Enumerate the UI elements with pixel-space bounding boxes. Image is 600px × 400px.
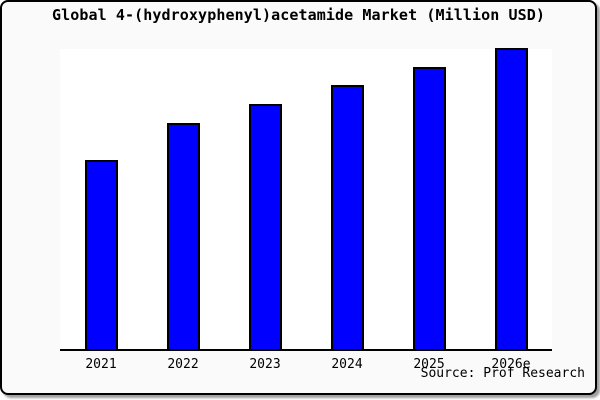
plot-area bbox=[60, 48, 552, 351]
x-label-2022: 2022 bbox=[167, 357, 199, 372]
source-note: Source: Prof Research bbox=[420, 366, 585, 381]
chart-title: Global 4-(hydroxyphenyl)acetamide Market… bbox=[51, 6, 546, 24]
bar-2021 bbox=[85, 160, 118, 349]
bar-2024 bbox=[331, 85, 364, 349]
x-label-2024: 2024 bbox=[331, 357, 363, 372]
x-label-2021: 2021 bbox=[85, 357, 117, 372]
bar-2026e bbox=[495, 48, 528, 349]
x-label-2023: 2023 bbox=[249, 357, 281, 372]
bar-2023 bbox=[249, 104, 282, 349]
x-label-2026e: 2026e bbox=[491, 357, 531, 372]
bar-2022 bbox=[167, 123, 200, 349]
bar-2025 bbox=[413, 67, 446, 349]
x-label-2025: 2025 bbox=[413, 357, 445, 372]
